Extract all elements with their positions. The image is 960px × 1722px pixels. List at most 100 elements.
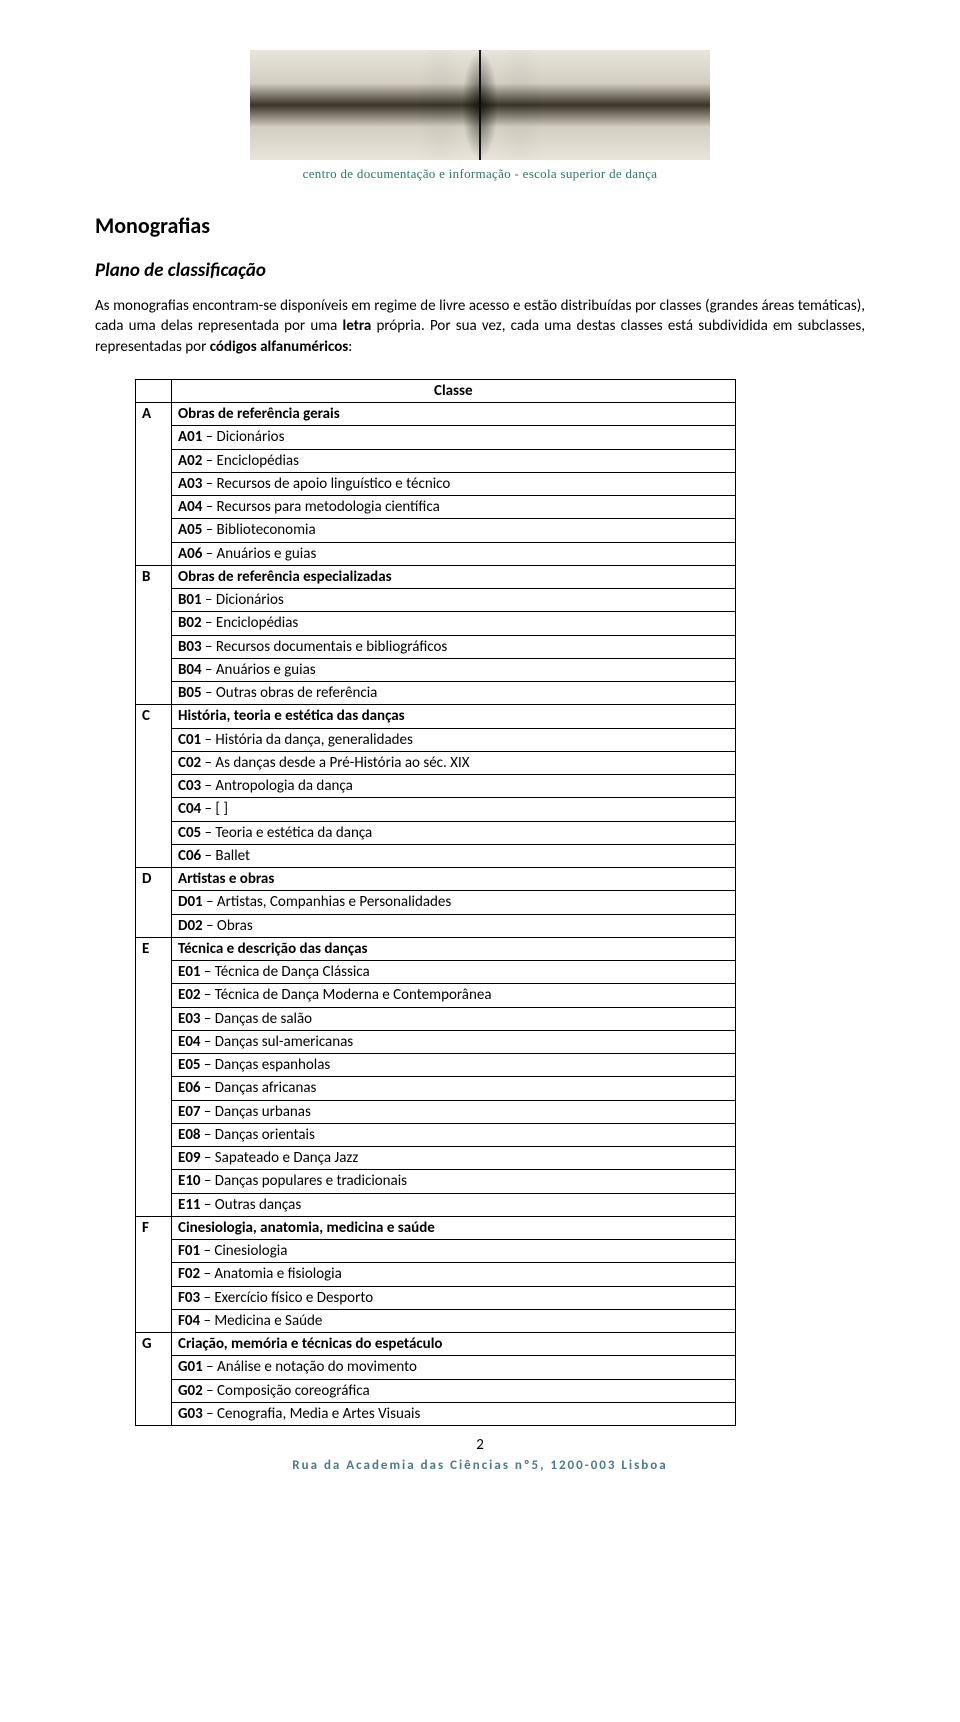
subclass-code: C04 — [178, 800, 201, 818]
table-row: A02 – Enciclopédias — [136, 449, 736, 472]
subclass-text: – Anuários e guias — [202, 661, 316, 679]
subclass-cell: C02 – As danças desde a Pré-História ao … — [172, 751, 736, 774]
subclass-cell: C04 – [ ] — [172, 798, 736, 821]
subclass-code: B03 — [178, 638, 202, 656]
subclass-text: – Outras danças — [201, 1196, 302, 1214]
subclass-text: – Biblioteconomia — [202, 521, 315, 539]
subclass-code: E01 — [178, 963, 201, 981]
class-label: Técnica e descrição das danças — [172, 937, 736, 960]
subclass-code: G01 — [178, 1358, 203, 1376]
subclass-cell: B05 – Outras obras de referência — [172, 682, 736, 705]
subclass-cell: G03 – Cenografia, Media e Artes Visuais — [172, 1402, 736, 1425]
table-row: F02 – Anatomia e fisiologia — [136, 1263, 736, 1286]
subclass-text: – Recursos para metodologia científica — [202, 498, 439, 516]
subclass-cell: A05 – Biblioteconomia — [172, 519, 736, 542]
subclass-code: E03 — [178, 1010, 201, 1028]
intro-text-e: : — [348, 338, 352, 356]
subclass-code: A01 — [178, 428, 202, 446]
class-code: E — [136, 937, 172, 1216]
table-row: C05 – Teoria e estética da dança — [136, 821, 736, 844]
subclass-text: – Artistas, Companhias e Personalidades — [203, 893, 452, 911]
table-row: A06 – Anuários e guias — [136, 542, 736, 565]
subclass-cell: E03 – Danças de salão — [172, 1007, 736, 1030]
subclass-cell: A02 – Enciclopédias — [172, 449, 736, 472]
table-row: B01 – Dicionários — [136, 589, 736, 612]
subclass-cell: C01 – História da dança, generalidades — [172, 728, 736, 751]
subclass-cell: B01 – Dicionários — [172, 589, 736, 612]
subclass-cell: E02 – Técnica de Dança Moderna e Contemp… — [172, 984, 736, 1007]
subclass-code: E11 — [178, 1196, 201, 1214]
subclass-cell: A03 – Recursos de apoio linguístico e té… — [172, 472, 736, 495]
subclass-cell: E07 – Danças urbanas — [172, 1100, 736, 1123]
class-label: Artistas e obras — [172, 868, 736, 891]
table-row: A01 – Dicionários — [136, 426, 736, 449]
subclass-text: – Danças populares e tradicionais — [201, 1172, 408, 1190]
table-row: F01 – Cinesiologia — [136, 1240, 736, 1263]
subclass-text: – Técnica de Dança Clássica — [201, 963, 370, 981]
page-title: Monografias — [95, 212, 865, 239]
header-book-image — [250, 50, 710, 160]
subclass-cell: E06 – Danças africanas — [172, 1077, 736, 1100]
subclass-code: B04 — [178, 661, 202, 679]
subclass-cell: G01 – Análise e notação do movimento — [172, 1356, 736, 1379]
subclass-text: – Teoria e estética da dança — [201, 824, 372, 842]
subclass-code: F01 — [178, 1242, 200, 1260]
class-label: Cinesiologia, anatomia, medicina e saúde — [172, 1216, 736, 1239]
table-header-blank — [136, 379, 172, 402]
table-row: AObras de referência gerais — [136, 403, 736, 426]
subclass-text: – Danças urbanas — [201, 1103, 311, 1121]
table-row: C01 – História da dança, generalidades — [136, 728, 736, 751]
intro-bold-codigos: códigos alfanuméricos — [210, 338, 349, 356]
subclass-text: – Recursos de apoio linguístico e técnic… — [202, 475, 450, 493]
table-row: B02 – Enciclopédias — [136, 612, 736, 635]
subclass-text: – Danças sul-americanas — [201, 1033, 354, 1051]
subclass-cell: A06 – Anuários e guias — [172, 542, 736, 565]
table-row: CHistória, teoria e estética das danças — [136, 705, 736, 728]
subclass-code: A06 — [178, 545, 202, 563]
table-row: D01 – Artistas, Companhias e Personalida… — [136, 891, 736, 914]
class-code: D — [136, 868, 172, 938]
table-row: E07 – Danças urbanas — [136, 1100, 736, 1123]
class-code: G — [136, 1333, 172, 1426]
footer-address: Rua da Academia das Ciências nº5, 1200-0… — [95, 1458, 865, 1473]
subclass-text: – Enciclopédias — [202, 614, 299, 632]
subclass-cell: G02 – Composição coreográfica — [172, 1379, 736, 1402]
table-row: E08 – Danças orientais — [136, 1123, 736, 1146]
table-row: E02 – Técnica de Dança Moderna e Contemp… — [136, 984, 736, 1007]
subclass-cell: C06 – Ballet — [172, 844, 736, 867]
subclass-cell: D02 – Obras — [172, 914, 736, 937]
subclass-code: E07 — [178, 1103, 201, 1121]
subclass-code: B05 — [178, 684, 202, 702]
subclass-cell: E10 – Danças populares e tradicionais — [172, 1170, 736, 1193]
table-row: G02 – Composição coreográfica — [136, 1379, 736, 1402]
subclass-text: – Dicionários — [202, 591, 284, 609]
subclass-cell: B03 – Recursos documentais e bibliográfi… — [172, 635, 736, 658]
subclass-cell: C03 – Antropologia da dança — [172, 775, 736, 798]
subclass-code: C05 — [178, 824, 201, 842]
class-label: Obras de referência gerais — [172, 403, 736, 426]
class-label: História, teoria e estética das danças — [172, 705, 736, 728]
table-row: A03 – Recursos de apoio linguístico e té… — [136, 472, 736, 495]
subclass-cell: B04 – Anuários e guias — [172, 658, 736, 681]
table-row: E03 – Danças de salão — [136, 1007, 736, 1030]
subclass-cell: F04 – Medicina e Saúde — [172, 1309, 736, 1332]
table-row: A04 – Recursos para metodologia científi… — [136, 496, 736, 519]
subclass-cell: E04 – Danças sul-americanas — [172, 1030, 736, 1053]
subclass-text: – Sapateado e Dança Jazz — [201, 1149, 359, 1167]
section-subtitle: Plano de classificação — [95, 259, 865, 282]
table-row: A05 – Biblioteconomia — [136, 519, 736, 542]
class-code: F — [136, 1216, 172, 1332]
subclass-cell: E01 – Técnica de Dança Clássica — [172, 961, 736, 984]
subclass-text: – Outras obras de referência — [202, 684, 378, 702]
subclass-code: E05 — [178, 1056, 201, 1074]
subclass-cell: F01 – Cinesiologia — [172, 1240, 736, 1263]
table-row: D02 – Obras — [136, 914, 736, 937]
subclass-text: – Anuários e guias — [202, 545, 316, 563]
subclass-cell: B02 – Enciclopédias — [172, 612, 736, 635]
subclass-cell: F02 – Anatomia e fisiologia — [172, 1263, 736, 1286]
table-row: DArtistas e obras — [136, 868, 736, 891]
subclass-text: – [ ] — [201, 800, 228, 818]
subclass-text: – Composição coreográfica — [203, 1382, 370, 1400]
table-row: C02 – As danças desde a Pré-História ao … — [136, 751, 736, 774]
subclass-code: A03 — [178, 475, 202, 493]
